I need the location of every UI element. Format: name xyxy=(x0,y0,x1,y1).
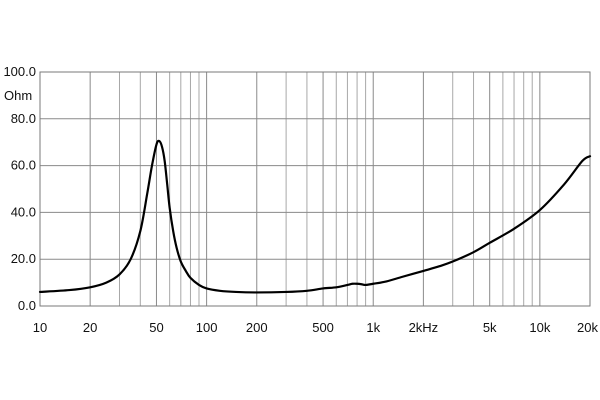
y-tick-label: 100.0 xyxy=(3,64,36,79)
x-axis-tick-labels: 10 20 50 100 200 500 1k 2kHz 5k 10k 20k xyxy=(33,320,599,335)
y-tick-label: 20.0 xyxy=(11,251,36,266)
x-tick-label: 100 xyxy=(196,320,218,335)
y-axis-tick-labels: 0.0 20.0 40.0 60.0 80.0 100.0 xyxy=(3,64,36,313)
x-tick-label: 5k xyxy=(483,320,497,335)
series-layer xyxy=(38,139,592,294)
x-tick-label: 10k xyxy=(529,320,550,335)
x-tick-label: 20k xyxy=(577,320,598,335)
x-tick-label: 2kHz xyxy=(409,320,439,335)
x-tick-label: 500 xyxy=(312,320,334,335)
x-tick-label: 10 xyxy=(33,320,47,335)
x-tick-label: 1k xyxy=(366,320,380,335)
x-tick-label: 200 xyxy=(246,320,268,335)
y-axis-unit-label: Ohm xyxy=(4,88,32,103)
y-tick-label: 80.0 xyxy=(11,111,36,126)
y-tick-label: 40.0 xyxy=(11,204,36,219)
plot-frame xyxy=(39,71,591,307)
x-tick-label: 50 xyxy=(149,320,163,335)
y-tick-label: 0.0 xyxy=(18,298,36,313)
x-tick-label: 20 xyxy=(83,320,97,335)
impedance-curve xyxy=(38,139,592,294)
y-tick-label: 60.0 xyxy=(11,158,36,173)
